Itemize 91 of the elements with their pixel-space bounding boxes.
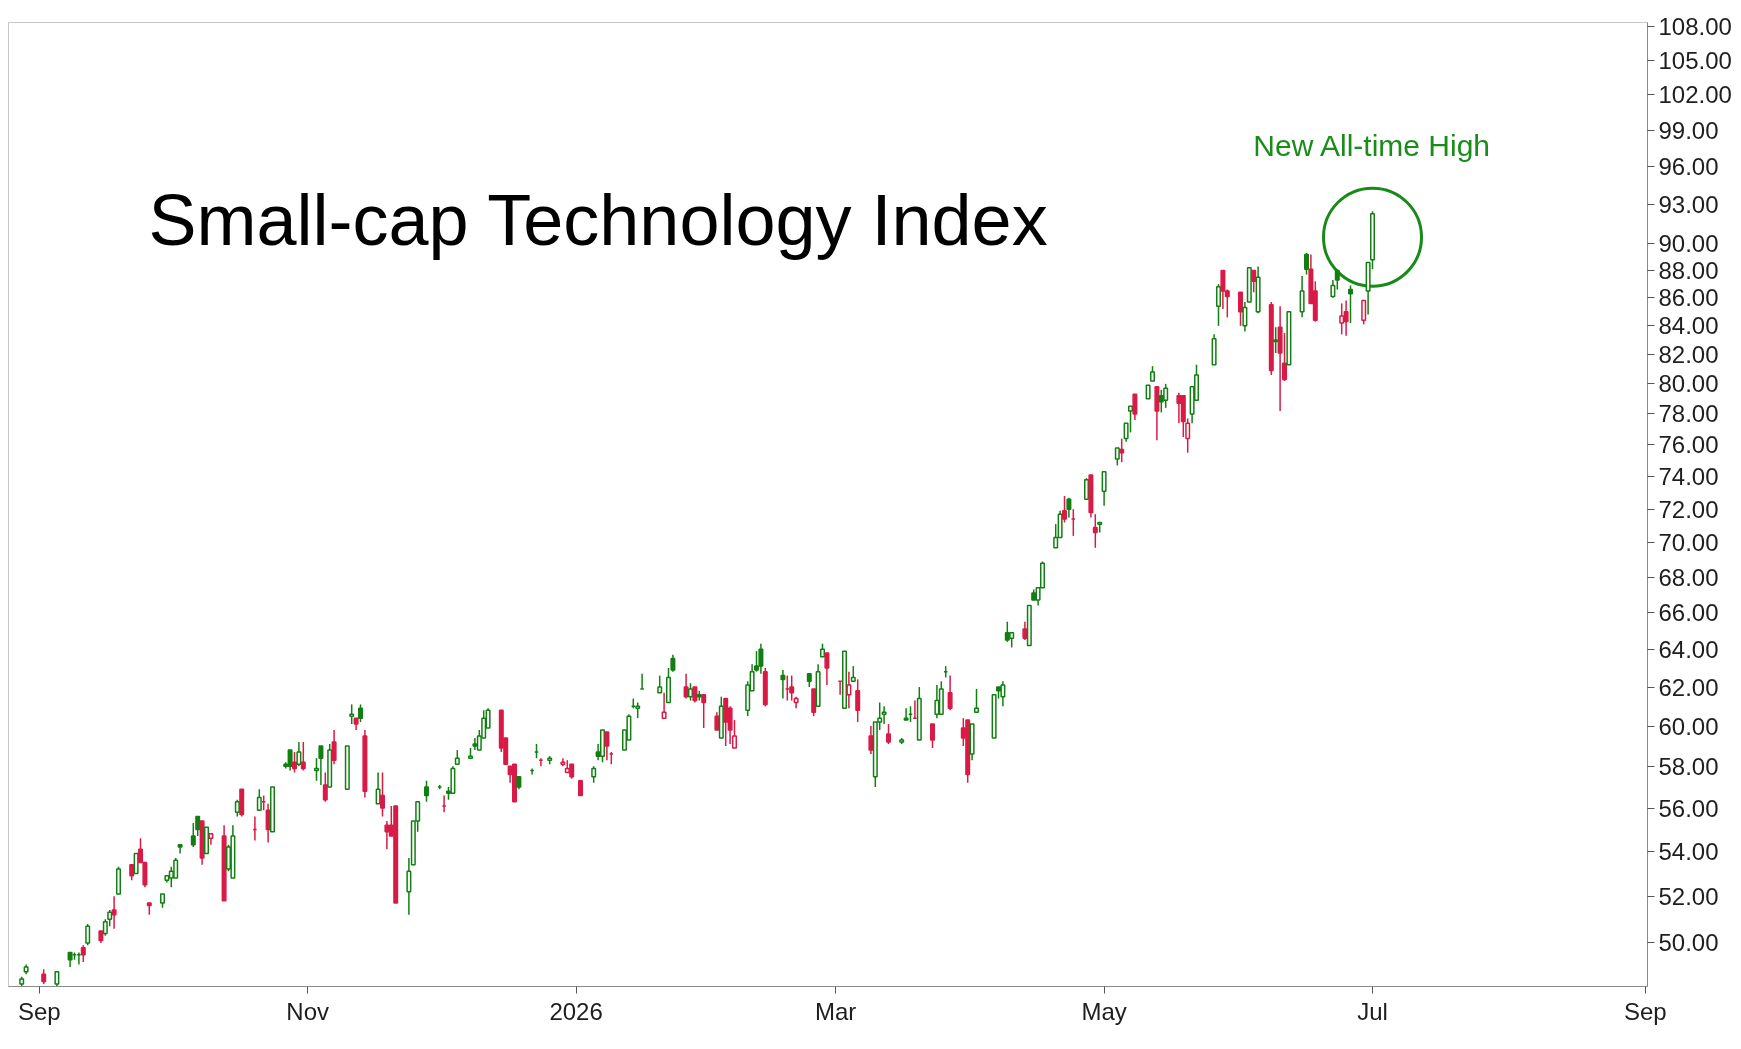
annotation: New All-time High [1253,128,1491,162]
candlestick [1299,275,1305,319]
candlestick [1004,620,1010,643]
y-tick-label: 66.00 [1658,599,1719,627]
candlestick [1176,392,1182,424]
y-tick-label: 58.00 [1658,752,1719,780]
y-tick-label: 60.00 [1658,712,1719,740]
candlestick [934,684,940,719]
y-tick-label: 102.00 [1658,81,1732,109]
x-tick-label: Sep [17,997,61,1025]
y-tick-label: 68.00 [1658,563,1719,591]
y-tick-label: 108.00 [1658,13,1732,41]
candlestick [824,652,830,686]
candlestick [885,723,892,745]
candlestick [331,729,337,766]
y-tick-label: 86.00 [1658,284,1719,312]
candlestick [973,688,980,713]
y-tick-label: 52.00 [1658,882,1719,910]
y-tick-label: 70.00 [1658,529,1719,557]
y-tick-label: 74.00 [1658,463,1719,491]
candlestick [1273,326,1279,354]
candlestick [1220,269,1226,310]
x-tick-label: Jul [1357,997,1388,1025]
candlestick [811,688,817,717]
candlestick [300,741,306,772]
candlestick [313,757,320,782]
candlestick [789,674,795,702]
candlestick [1092,513,1098,549]
y-tick-label: 80.00 [1658,370,1719,398]
candlestick [1066,496,1072,519]
y-tick-label: 62.00 [1658,673,1719,701]
y-tick-label: 76.00 [1658,431,1719,459]
candlestick [1101,471,1107,507]
candlestick [604,731,610,761]
text: Small-cap Technology Index [148,179,1048,260]
y-tick-label: 84.00 [1658,312,1719,340]
candlestick [1361,299,1367,326]
x-tick-label: May [1081,997,1127,1025]
candlestick [723,697,729,747]
y-tick-label: 88.00 [1658,256,1719,284]
candlestick [423,780,430,803]
candlestick [349,703,355,725]
candlestick [111,895,117,930]
x-tick-label: 2026 [549,997,603,1025]
candlestick [296,741,302,768]
candlestick [758,642,764,675]
y-tick-label: 82.00 [1658,340,1719,368]
candlestick [256,788,262,811]
candlestick [1343,299,1349,337]
candlestick [868,725,874,755]
candlestick [1119,437,1125,463]
x-tick-label: Sep [1623,997,1667,1025]
candlestick [855,678,861,723]
y-tick-label: 78.00 [1658,400,1719,428]
candlestick [947,674,953,712]
candlestick [881,705,887,725]
candlestick [903,707,909,721]
y-tick-label: 90.00 [1658,230,1719,258]
candlestick [375,771,381,805]
candlestick [1022,620,1028,641]
x-tick-label: Mar [815,997,857,1025]
y-tick-label: 54.00 [1658,837,1719,865]
candlestick [780,669,786,700]
y-tick-label: 72.00 [1658,495,1719,523]
candlestick [287,749,293,772]
candlestick [1339,302,1345,336]
y-tick-label: 64.00 [1658,635,1719,663]
y-tick-label: 99.00 [1658,116,1719,144]
candlestick [384,820,390,850]
candlestick [1163,383,1169,409]
candlestick [177,844,183,855]
x-tick-label: Nov [286,997,330,1025]
candlestick [929,723,936,749]
candlestick [1347,284,1354,324]
candlestick [1215,283,1222,327]
candlestick [379,771,386,818]
y-tick-label: 50.00 [1658,929,1719,957]
candlestick [1237,291,1244,327]
candlestick [318,745,324,786]
candlestick [133,852,139,875]
candlestick [1000,680,1006,708]
candlestick [1251,269,1257,294]
y-tick-label: 56.00 [1658,794,1719,822]
candlestick [701,693,707,729]
candlestick [85,923,91,947]
y-tick-label: 93.00 [1658,191,1719,219]
candlestick [322,771,328,803]
candlestick [1132,393,1138,421]
y-tick-label: 96.00 [1658,153,1719,181]
y-tick-label: 105.00 [1658,46,1732,74]
candlestick [1303,252,1310,276]
